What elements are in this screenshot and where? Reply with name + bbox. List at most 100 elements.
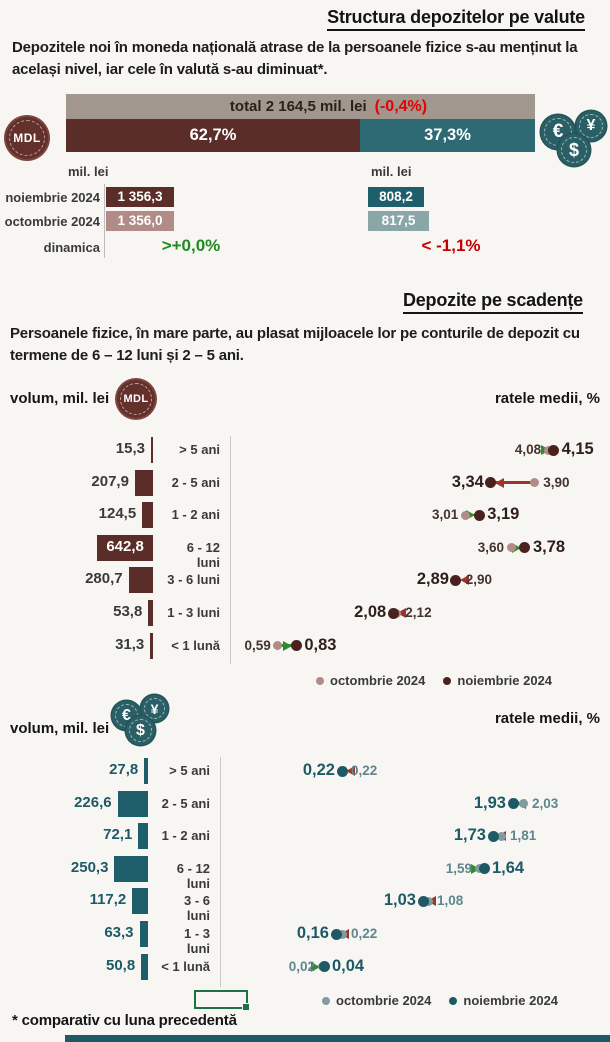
nov-dot-icon [330,928,342,940]
fx-legend: octombrie 2024 noiembrie 2024 [322,993,558,1008]
category-label: 3 - 6 luni [167,572,220,588]
rate-value-oct: 2,03 [532,795,559,811]
fx-rates-axis-label: ratele medii, % [494,710,600,727]
rate-value-oct: 2,90 [465,572,493,588]
volume-value: 226,6 [74,793,112,811]
rate-value-nov: 0,22 [302,761,335,779]
oct-dot-icon [518,799,528,809]
rate-arrow-icon [459,575,469,586]
rate-arrow-icon [466,510,476,521]
volume-value: 280,7 [85,570,123,588]
chart-separator-line [230,436,231,664]
rate-arrow-icon [346,766,355,776]
volume-value: 124,5 [98,505,137,523]
rate-value-nov: 1,73 [453,826,486,845]
nov-dot-icon [417,895,429,907]
fx-volume-axis-label: volum, mil. lei [10,720,110,737]
volume-bar [138,823,148,850]
row-label-dinamica: dinamica [43,240,100,255]
rate-value-nov: 3,78 [532,537,566,556]
unit-label-fx: mil. lei [371,164,412,179]
volume-bar [128,567,153,594]
currency-coins-icon: € ¥ $ [539,109,610,169]
rate-arrow-icon [397,608,407,618]
category-label: 1 - 2 ani [161,828,210,844]
rate-value-oct: 0,59 [244,637,271,653]
euro-coin-icon: € [541,115,575,149]
rate-value-oct: 3,60 [477,539,504,555]
category-label: < 1 lună [171,637,220,653]
fx-nov-bar: 808,2 [368,187,424,207]
legend-dot-icon [443,676,452,685]
rate-arrow-icon [283,640,293,651]
unit-label-mdl: mil. lei [68,164,109,179]
nov-dot-icon [485,477,497,489]
volume-bar [141,953,148,980]
volume-bar [134,469,153,496]
dollar-coin-icon: $ [558,134,590,166]
volume-bar [114,855,148,882]
volume-value: 207,9 [91,472,129,490]
row-label-nov: noiembrie 2024 [5,190,100,205]
mdl-nov-bar: 1 356,3 [106,187,174,207]
nov-dot-icon [290,640,302,652]
nov-dot-icon [473,509,485,521]
nov-dot-icon [318,961,330,973]
section1-intro-text: Depozitele noi în moneda națională atras… [12,39,578,78]
total-bar: total 2 164,5 mil. lei (-0,4%) [66,94,535,119]
category-label: 6 - 12 luni [176,860,210,891]
volume-value: 117,2 [89,891,127,909]
selection-rectangle [194,990,250,1011]
selection-handle [242,1003,250,1011]
rate-value-oct: 1,08 [437,893,464,909]
volume-value: 15,3 [115,440,145,457]
volume-bar [142,502,153,529]
legend-item-nov: noiembrie 2024 [449,993,558,1008]
total-label: total 2 164,5 mil. lei [229,98,367,115]
rate-value-oct: 0,22 [351,763,378,778]
rate-value-nov: 0,04 [332,956,365,975]
legend-label: octombrie 2024 [330,673,426,688]
volume-bar [97,534,153,561]
oct-dot-icon [460,510,470,520]
volume-bar [148,600,153,626]
category-label: > 5 ani [179,442,220,457]
section2-title: Depozite pe scadențe [402,290,583,314]
volume-value: 27,8 [109,761,139,778]
volume-bar [132,888,148,915]
section2-intro-text: Persoanele fizice, în mare parte, au pla… [10,325,580,364]
currency-coins-icon-small: € ¥ $ [112,695,172,747]
currency-split-bar: 62,7% 37,3% [66,119,535,152]
category-label: 1 - 2 ani [171,507,220,523]
volume-bar [139,921,148,947]
legend-label: noiembrie 2024 [463,993,559,1008]
volume-value: 53,8 [113,603,143,620]
rate-value-oct: 2,12 [405,605,432,620]
nov-dot-icon [478,863,490,875]
volume-value: 642,8 [106,537,144,555]
rate-value-nov: 3,19 [487,505,520,524]
rate-value-oct: 3,90 [543,474,570,490]
rate-arrow-icon [311,961,320,972]
nov-dot-icon [450,574,462,586]
legend-item-oct: octombrie 2024 [322,993,431,1008]
rate-value-nov: 3,34 [451,472,484,491]
category-label: > 5 ani [169,763,210,778]
volume-value: 250,3 [70,858,109,876]
volume-bar [151,437,153,463]
bottom-bar [65,1035,610,1042]
oct-dot-icon [506,543,516,553]
rate-value-nov: 0,16 [296,924,329,942]
nov-dot-icon [336,765,348,777]
nov-dot-icon [519,542,531,554]
rate-value-oct: 3,01 [431,507,459,523]
mdl-coin-icon: MDL [6,117,48,159]
mdl-maturity-chart: 15,3 > 5 ani 4,08 4,15 207,9 2 - 5 ani 3,34 3,9… [0,434,610,670]
legend-item-nov: noiembrie 2024 [443,673,552,688]
rate-value-oct: 1,59 [445,860,472,876]
nov-dot-icon [507,798,519,810]
rate-value-nov: 2,08 [354,603,387,621]
category-label: 1 - 3 luni [183,926,210,956]
rate-value-oct: 1,81 [510,828,537,844]
legend-label: octombrie 2024 [336,993,432,1008]
